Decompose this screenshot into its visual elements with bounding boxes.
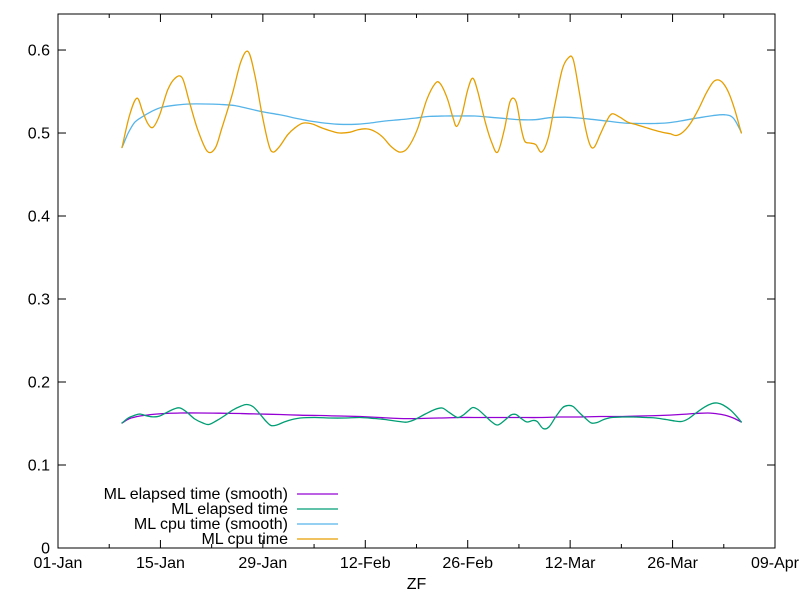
x-tick-label: 01-Jan — [34, 555, 83, 572]
y-tick-label: 0.1 — [28, 458, 50, 475]
y-tick-label: 0.4 — [28, 209, 50, 226]
x-tick-label: 12-Feb — [340, 555, 391, 572]
series-line-ml-cpu-time — [121, 50, 742, 154]
legend-label: ML elapsed time (smooth) — [104, 486, 288, 503]
y-tick-label: 0 — [41, 541, 50, 558]
series-line-ml-elapsed-time — [121, 402, 742, 430]
series-line-ml-cpu-time-smooth — [121, 103, 742, 149]
x-tick-label: 12-Mar — [545, 555, 596, 572]
y-tick-label: 0.5 — [28, 126, 50, 143]
y-tick-label: 0.6 — [28, 43, 50, 60]
x-axis-label: ZF — [407, 576, 427, 593]
x-tick-label: 26-Feb — [442, 555, 493, 572]
y-tick-label: 0.3 — [28, 292, 50, 309]
x-tick-label: 29-Jan — [238, 555, 287, 572]
x-tick-label: 09-Apr — [751, 555, 800, 572]
y-tick-label: 0.2 — [28, 375, 50, 392]
x-tick-label: 15-Jan — [136, 555, 185, 572]
legend-label: ML cpu time (smooth) — [134, 516, 288, 533]
legend-label: ML elapsed time — [171, 501, 288, 518]
x-tick-label: 26-Mar — [647, 555, 698, 572]
series-line-ml-elapsed-time-smooth — [121, 412, 742, 424]
legend-label: ML cpu time — [201, 531, 288, 548]
